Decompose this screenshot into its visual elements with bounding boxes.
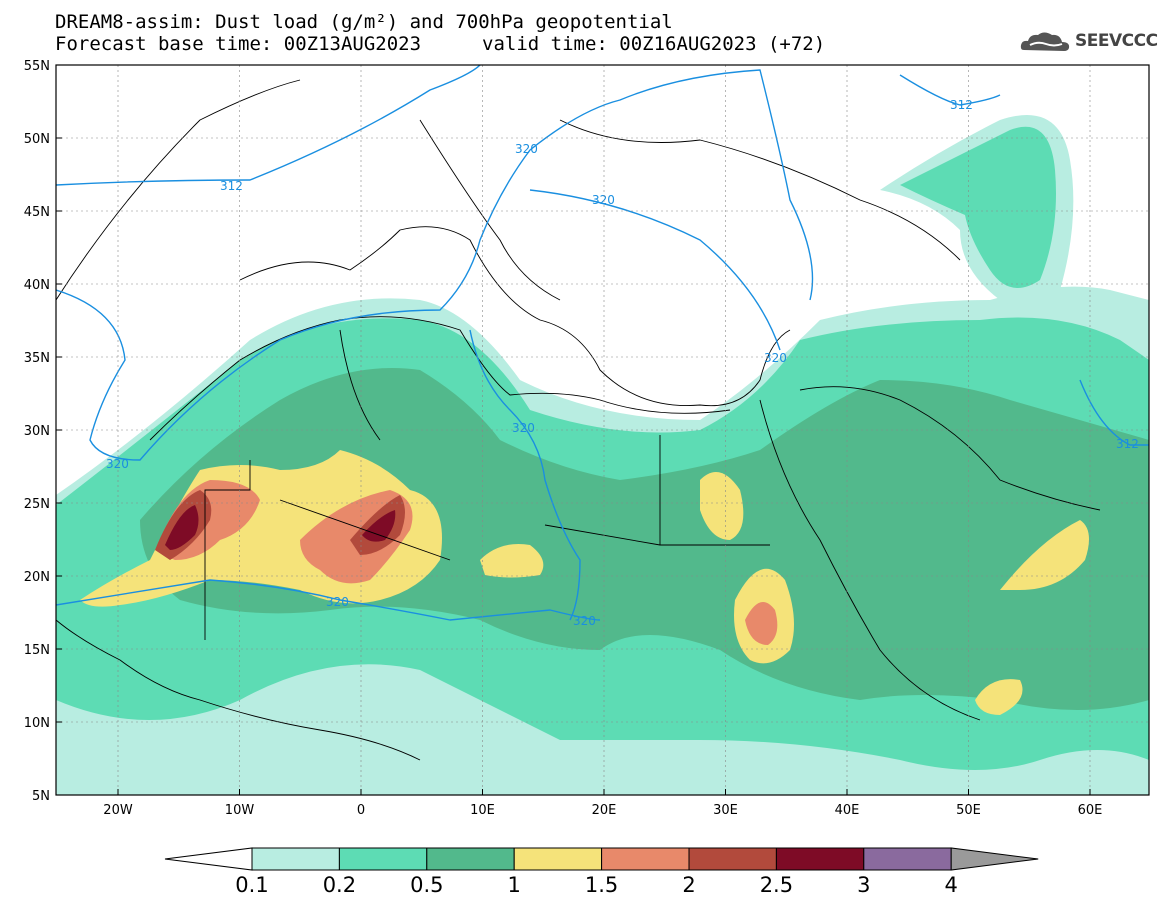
colorbar-max-arrow [950, 847, 1039, 871]
contour-label: 320 [106, 457, 129, 471]
colorbar-swatch [601, 847, 690, 871]
colorbar-swatch [426, 847, 515, 871]
colorbar-swatch [688, 847, 777, 871]
colorbar-swatch [251, 847, 340, 871]
dust-band-1-east [700, 472, 744, 540]
longitude-label: 10W [225, 803, 255, 818]
longitude-label: 0 [357, 803, 365, 818]
longitude-label: 30E [713, 803, 738, 818]
forecast-base-time: Forecast base time: 00Z13AUG2023 [55, 33, 422, 55]
latitude-label: 35N [24, 351, 50, 366]
valid-time: valid time: 00Z16AUG2023 (+72) [482, 33, 826, 55]
contour-label: 320 [326, 595, 349, 609]
colorbar-label: 0.1 [235, 873, 268, 897]
colorbar-label: 2 [682, 873, 695, 897]
longitude-label: 60E [1078, 803, 1103, 818]
latitude-label: 5N [32, 789, 50, 804]
coastlines [56, 79, 1101, 761]
geopotential-contours [56, 65, 1149, 621]
contour-labels: 312 312 320 320 320 320 320 320 320 312 [106, 98, 1139, 628]
longitude-label: 50E [956, 803, 981, 818]
colorbar-swatch [863, 847, 952, 871]
contour-label: 320 [764, 351, 787, 365]
colorbar: 0.1 0.2 0.5 1 1.5 2 2.5 3 4 [164, 847, 1039, 897]
dust-band-0-5 [140, 368, 1149, 710]
latitude-label: 40N [24, 278, 50, 293]
colorbar-swatch [775, 847, 865, 871]
contour-label: 312 [1116, 437, 1139, 451]
latitude-label: 20N [24, 570, 50, 585]
contour-label: 320 [512, 421, 535, 435]
latitude-label: 30N [24, 424, 50, 439]
cloud-logo-icon [1020, 32, 1070, 51]
colorbar-label: 4 [945, 873, 958, 897]
longitude-label: 10E [470, 803, 495, 818]
dust-band-0-2-north [900, 126, 1056, 289]
dust-band-1-arabia [1000, 520, 1089, 590]
latitude-label: 55N [24, 59, 50, 74]
colorbar-label: 0.2 [323, 873, 356, 897]
longitude-label: 20W [103, 803, 133, 818]
latitude-label: 45N [24, 205, 50, 220]
contour-label: 320 [515, 142, 538, 156]
gridlines [56, 65, 1149, 795]
dust-band-2-5 [165, 505, 199, 550]
colorbar-min-arrow [164, 847, 253, 871]
colorbar-label: 2.5 [760, 873, 793, 897]
dust-band-1-chad [480, 544, 544, 578]
map-title: DREAM8-assim: Dust load (g/m²) and 700hP… [55, 11, 673, 33]
dust-fields [56, 65, 1149, 795]
colorbar-swatch [338, 847, 428, 871]
latitude-label: 50N [24, 132, 50, 147]
dust-band-2-5-algeria [362, 510, 396, 542]
latitude-label: 15N [24, 643, 50, 658]
longitude-label: 40E [835, 803, 860, 818]
latitude-label: 10N [24, 716, 50, 731]
colorbar-label: 3 [857, 873, 870, 897]
contour-label: 312 [220, 179, 243, 193]
latitude-label: 25N [24, 497, 50, 512]
latitude-labels: 55N 50N 45N 40N 35N 30N 25N 20N 15N 10N 5N [24, 59, 62, 804]
longitude-label: 20E [592, 803, 617, 818]
logo-text: SEEVCCC [1075, 31, 1158, 51]
contour-label: 320 [592, 193, 615, 207]
colorbar-label: 0.5 [410, 873, 443, 897]
dust-band-1-5-sudan [745, 602, 778, 645]
contour-label: 312 [950, 98, 973, 112]
dust-band-1-horn [975, 679, 1023, 715]
colorbar-label: 1.5 [585, 873, 618, 897]
colorbar-swatch [513, 847, 603, 871]
colorbar-label: 1 [508, 873, 521, 897]
longitude-labels: 20W 10W 0 10E 20E 30E 40E 50E 60E [103, 789, 1102, 818]
contour-label: 320 [573, 614, 596, 628]
